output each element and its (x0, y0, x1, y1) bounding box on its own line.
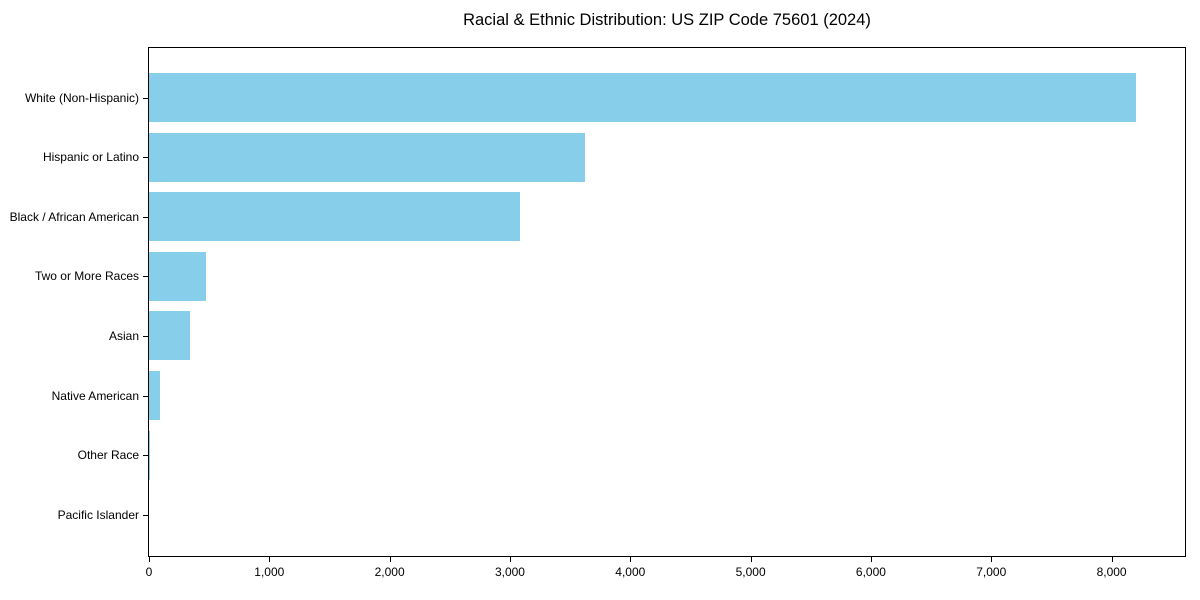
x-tick-4000 (630, 557, 632, 562)
x-tick-2000 (389, 557, 391, 562)
bar-hispanic-or-latino (149, 132, 585, 182)
bar-black-african-american (149, 192, 520, 242)
x-tick-3000 (509, 557, 511, 562)
plot-area (148, 47, 1186, 557)
x-tick-8000 (1111, 557, 1113, 562)
x-tick-5000 (750, 557, 752, 562)
y-label-native-american: Native American (51, 388, 139, 403)
x-tick-1000 (269, 557, 271, 562)
y-tick-asian (143, 335, 148, 337)
y-tick-pacific-islander (143, 514, 148, 516)
y-label-pacific-islander: Pacific Islander (57, 507, 139, 522)
bar-asian (149, 311, 190, 361)
x-tick-0 (149, 557, 150, 562)
y-tick-two-or-more-races (143, 276, 148, 278)
x-label-5000: 5,000 (735, 565, 766, 579)
bar-white-non-hispanic (149, 73, 1136, 122)
x-label-8000: 8,000 (1096, 565, 1127, 579)
y-label-hispanic-or-latino: Hispanic or Latino (42, 150, 139, 165)
x-label-6000: 6,000 (855, 565, 886, 579)
x-label-1000: 1,000 (254, 565, 285, 579)
x-tick-6000 (870, 557, 872, 562)
bar-two-or-more-races (149, 251, 206, 301)
x-label-2000: 2,000 (374, 565, 405, 579)
chart-title: Racial & Ethnic Distribution: US ZIP Cod… (463, 11, 871, 29)
x-tick-7000 (991, 557, 993, 562)
y-label-white-non-hispanic: White (Non-Hispanic) (24, 90, 139, 105)
bar-native-american (149, 371, 160, 420)
x-label-4000: 4,000 (615, 565, 646, 579)
y-tick-other-race (143, 455, 148, 457)
y-tick-white-non-hispanic (143, 97, 148, 99)
x-label-0: 0 (145, 565, 153, 579)
y-tick-hispanic-or-latino (143, 157, 148, 159)
y-tick-native-american (143, 395, 148, 397)
y-label-black-african-american: Black / African American (9, 209, 139, 224)
y-label-asian: Asian (108, 328, 139, 343)
y-tick-black-african-american (143, 216, 148, 218)
y-label-other-race: Other Race (77, 448, 139, 463)
bar-other-race (149, 430, 151, 480)
x-label-7000: 7,000 (976, 565, 1007, 579)
y-label-two-or-more-races: Two or More Races (34, 269, 139, 284)
x-label-3000: 3,000 (494, 565, 525, 579)
